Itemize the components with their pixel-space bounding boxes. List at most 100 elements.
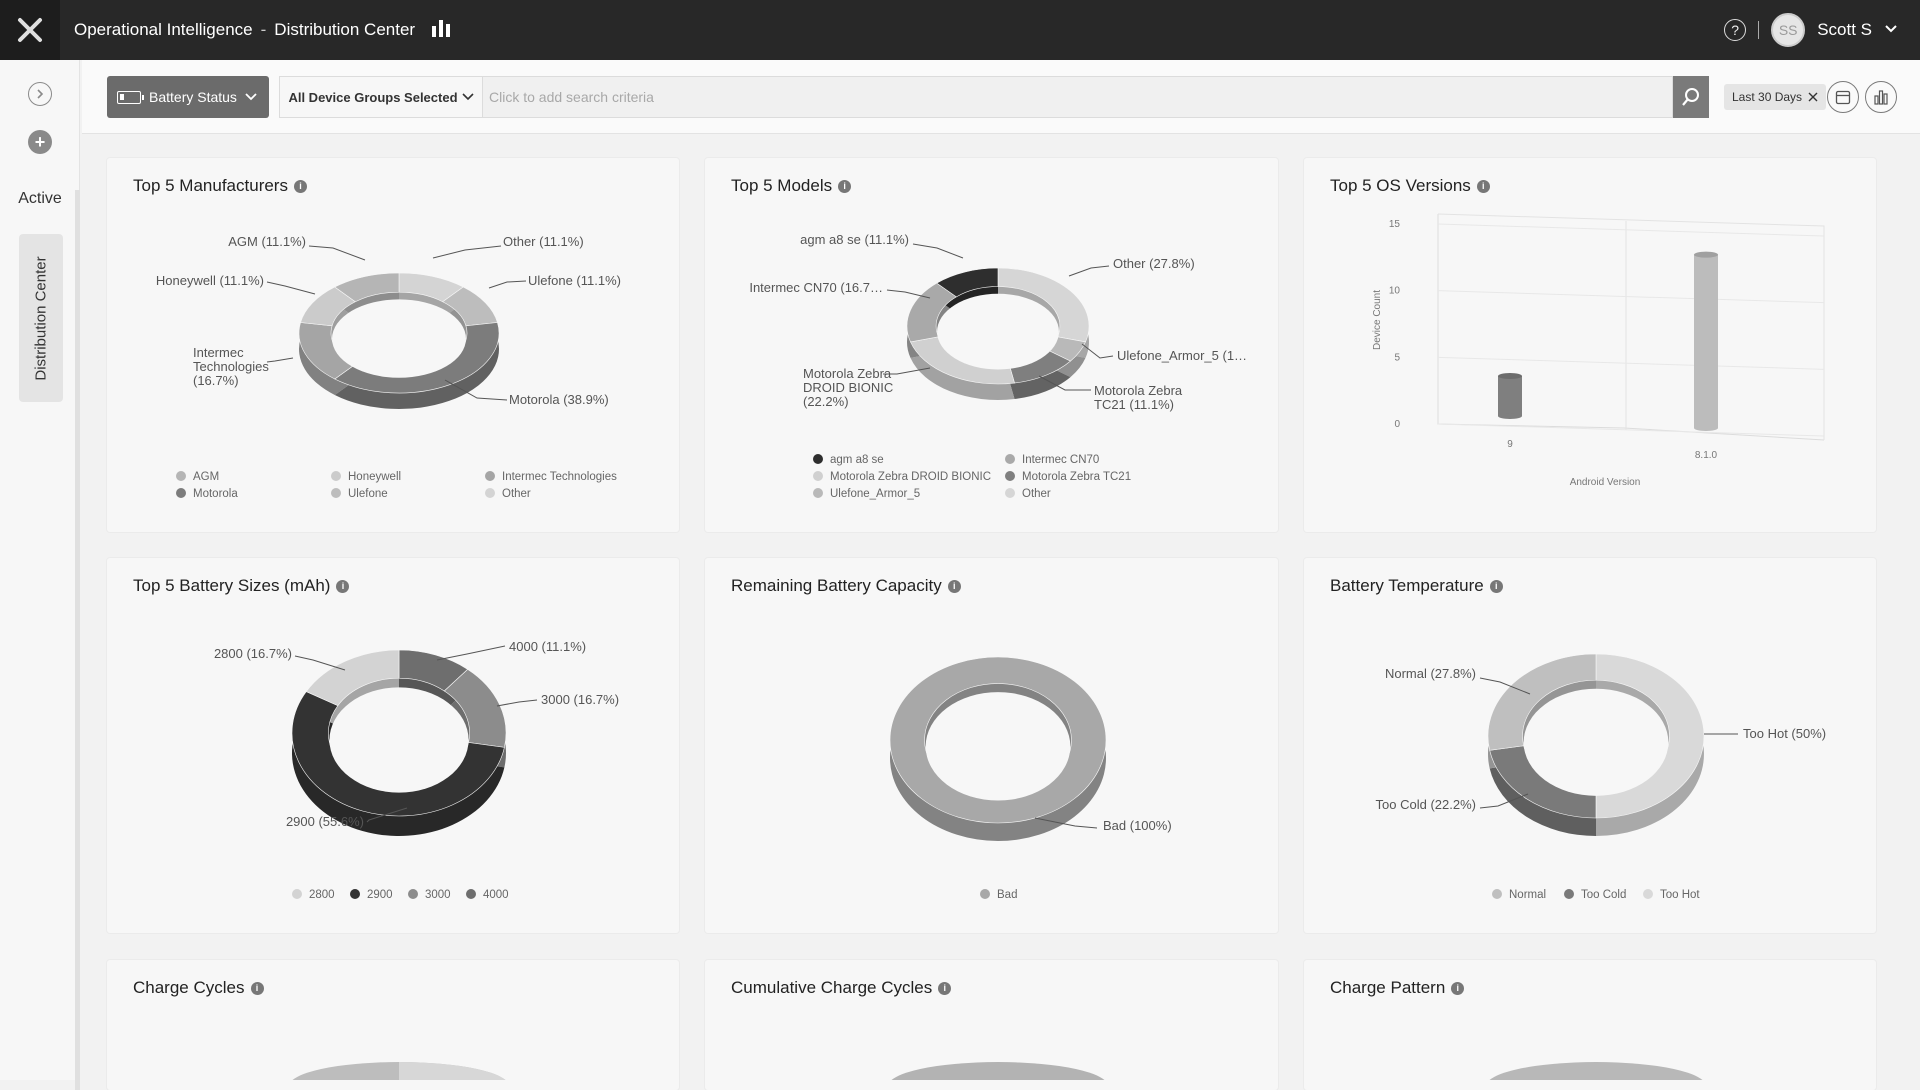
slice-label: Ulefone (11.1%) bbox=[528, 273, 621, 288]
chevron-down-icon bbox=[245, 93, 257, 101]
grid-line bbox=[1437, 356, 1825, 370]
label-leader-line bbox=[366, 807, 408, 823]
bar-chart-icon bbox=[1874, 90, 1888, 105]
legend-dot[interactable] bbox=[1643, 889, 1653, 899]
bar[interactable] bbox=[1498, 376, 1522, 416]
legend-dot[interactable] bbox=[813, 471, 823, 481]
slice-label: agm a8 se (11.1%) bbox=[800, 232, 909, 247]
device-groups-label: All Device Groups Selected bbox=[288, 89, 458, 105]
info-icon[interactable]: i bbox=[838, 179, 852, 193]
tab-distribution-center[interactable]: Distribution Center bbox=[19, 234, 63, 402]
info-icon[interactable]: i bbox=[1476, 179, 1490, 193]
calendar-icon bbox=[1835, 90, 1851, 105]
legend-label[interactable]: Intermec Technologies bbox=[502, 471, 617, 483]
info-icon[interactable]: i bbox=[947, 579, 961, 593]
legend-dot[interactable] bbox=[466, 889, 476, 899]
legend-dot[interactable] bbox=[1005, 454, 1015, 464]
label-leader-line bbox=[912, 243, 964, 259]
donut-slice[interactable] bbox=[936, 267, 999, 298]
legend-dot[interactable] bbox=[292, 889, 302, 899]
info-icon[interactable]: i bbox=[1451, 981, 1465, 995]
legend-label[interactable]: 4000 bbox=[483, 889, 509, 901]
legend-dot[interactable] bbox=[331, 471, 341, 481]
legend-label[interactable]: agm a8 se bbox=[830, 454, 884, 466]
user-name[interactable]: Scott S bbox=[1817, 20, 1872, 39]
legend-label[interactable]: Motorola bbox=[193, 488, 238, 500]
legend-label[interactable]: Intermec CN70 bbox=[1022, 454, 1099, 466]
chart-view-button[interactable] bbox=[1865, 81, 1897, 113]
info-icon[interactable]: i bbox=[938, 981, 952, 995]
y-tick-label: 10 bbox=[1389, 286, 1401, 297]
donut-slice[interactable] bbox=[1487, 653, 1597, 751]
battery-temperature-donut-chart: Too Hot (50%) Too Cold (22.2%) Normal (27.… bbox=[1376, 653, 1826, 901]
legend-dot[interactable] bbox=[176, 488, 186, 498]
y-tick-label: 0 bbox=[1394, 419, 1400, 430]
donut-hole bbox=[332, 299, 466, 378]
legend-label[interactable]: 2900 bbox=[367, 889, 393, 901]
card-title-text: Top 5 OS Versions bbox=[1330, 176, 1471, 195]
slice-label: Motorola Zebra bbox=[1094, 383, 1183, 398]
search-button[interactable] bbox=[1673, 76, 1709, 118]
info-icon[interactable]: i bbox=[250, 981, 264, 995]
legend-dot[interactable] bbox=[1564, 889, 1574, 899]
card-top-manufacturers: Top 5 Manufacturers i Other (11.1%) Ulefo… bbox=[107, 158, 679, 532]
info-icon[interactable]: i bbox=[1489, 579, 1503, 593]
report-selector-button[interactable]: Battery Status bbox=[107, 76, 269, 118]
donut-slice[interactable] bbox=[305, 649, 400, 707]
rail-scrollbar[interactable] bbox=[75, 190, 80, 1090]
card-title-text: Remaining Battery Capacity bbox=[731, 576, 942, 595]
legend-label[interactable]: Other bbox=[1022, 488, 1051, 500]
help-icon[interactable]: ? bbox=[1724, 19, 1747, 41]
app-logo-icon[interactable] bbox=[0, 0, 60, 60]
legend-dot[interactable] bbox=[408, 889, 418, 899]
avatar[interactable]: SS bbox=[1771, 13, 1806, 47]
legend-label[interactable]: Honeywell bbox=[348, 471, 401, 483]
search-input[interactable] bbox=[483, 76, 1673, 118]
donut-slice[interactable] bbox=[1595, 653, 1705, 819]
card-title: Cumulative Charge Cycles i bbox=[731, 978, 952, 998]
legend-dot[interactable] bbox=[485, 471, 495, 481]
legend-label[interactable]: Bad bbox=[997, 889, 1017, 901]
legend-dot[interactable] bbox=[813, 488, 823, 498]
legend-label[interactable]: 3000 bbox=[425, 889, 451, 901]
donut-slice[interactable] bbox=[334, 272, 400, 303]
bar[interactable] bbox=[1694, 254, 1718, 428]
chevron-down-icon[interactable] bbox=[1884, 21, 1898, 39]
legend-dot[interactable] bbox=[350, 889, 360, 899]
legend-label[interactable]: Ulefone_Armor_5 bbox=[830, 488, 920, 500]
card-top-models: Top 5 Models i Other (27.8%) Ulefone_Armo… bbox=[705, 158, 1278, 532]
legend-dot[interactable] bbox=[980, 889, 990, 899]
expand-icon[interactable] bbox=[28, 82, 52, 106]
legend-label[interactable]: Too Hot bbox=[1660, 889, 1700, 901]
legend-label[interactable]: Too Cold bbox=[1581, 889, 1626, 901]
close-icon[interactable] bbox=[1808, 92, 1818, 102]
grid-line bbox=[1437, 423, 1825, 437]
info-icon[interactable]: i bbox=[293, 179, 307, 193]
legend-dot[interactable] bbox=[485, 488, 495, 498]
donut-hole bbox=[925, 692, 1071, 801]
legend-dot[interactable] bbox=[331, 488, 341, 498]
legend-dot[interactable] bbox=[1005, 471, 1015, 481]
legend-dot[interactable] bbox=[813, 454, 823, 464]
legend-dot[interactable] bbox=[176, 471, 186, 481]
y-axis-label: Device Count bbox=[1372, 290, 1383, 350]
info-icon[interactable]: i bbox=[336, 579, 350, 593]
calendar-button[interactable] bbox=[1827, 81, 1859, 113]
slice-label: Motorola Zebra bbox=[803, 366, 892, 381]
device-groups-button[interactable]: All Device Groups Selected bbox=[279, 76, 483, 118]
bar-chart-icon[interactable] bbox=[431, 18, 451, 43]
legend-dot[interactable] bbox=[1005, 488, 1015, 498]
legend-dot[interactable] bbox=[1492, 889, 1502, 899]
slice-label: Honeywell (11.1%) bbox=[156, 273, 264, 288]
axis-frame bbox=[1437, 213, 1825, 440]
legend-label[interactable]: AGM bbox=[193, 471, 219, 483]
legend-label[interactable]: Other bbox=[502, 488, 531, 500]
legend-label[interactable]: Motorola Zebra DROID BIONIC bbox=[830, 471, 991, 483]
legend-label[interactable]: Motorola Zebra TC21 bbox=[1022, 471, 1131, 483]
card-title-text: Top 5 Battery Sizes (mAh) bbox=[133, 576, 331, 595]
date-range-chip[interactable]: Last 30 Days bbox=[1724, 84, 1827, 110]
legend-label[interactable]: 2800 bbox=[309, 889, 335, 901]
legend-label[interactable]: Normal bbox=[1509, 889, 1546, 901]
legend-label[interactable]: Ulefone bbox=[348, 488, 388, 500]
add-icon[interactable]: + bbox=[28, 130, 52, 154]
